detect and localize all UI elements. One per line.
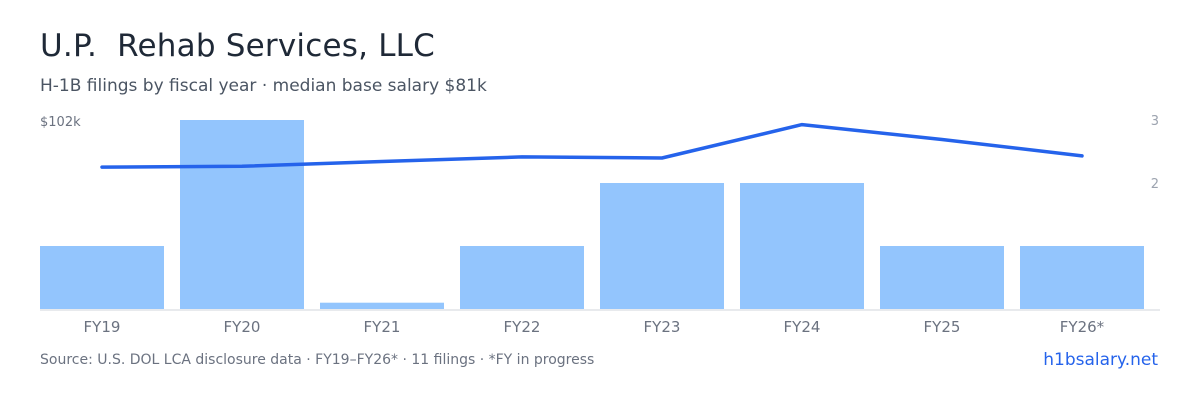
bar (180, 120, 304, 309)
bar (740, 183, 864, 309)
bar (880, 246, 1004, 309)
chart-subtitle: H-1B filings by fiscal year · median bas… (40, 76, 487, 96)
x-tick-label: FY20 (224, 318, 261, 336)
x-tick-label: FY21 (364, 318, 401, 336)
x-tick-label: FY19 (84, 318, 121, 336)
x-tick-label: FY22 (504, 318, 541, 336)
chart-title: U.P. Rehab Services, LLC (40, 28, 435, 64)
bar (320, 302, 444, 309)
bar (460, 246, 584, 309)
y-left-tick-label: $102k (40, 115, 81, 130)
x-tick-label: FY24 (784, 318, 821, 336)
chart: FY19 FY20 FY21 FY22 FY23 FY24 FY25 FY26* $102k 3 2 (40, 114, 1160, 336)
footer-source: Source: U.S. DOL LCA disclosure data · F… (40, 352, 595, 368)
bar (1020, 246, 1144, 309)
x-tick-label: FY26* (1060, 318, 1105, 336)
bar (40, 246, 164, 309)
bar (600, 183, 724, 309)
brand-link[interactable]: h1bsalary.net (1043, 350, 1158, 370)
y-right-tick-label: 3 (1151, 114, 1159, 129)
x-tick-label: FY25 (924, 318, 961, 336)
y-right-tick-label: 2 (1151, 177, 1159, 192)
salary-line (100, 122, 1084, 169)
x-tick-label: FY23 (644, 318, 681, 336)
